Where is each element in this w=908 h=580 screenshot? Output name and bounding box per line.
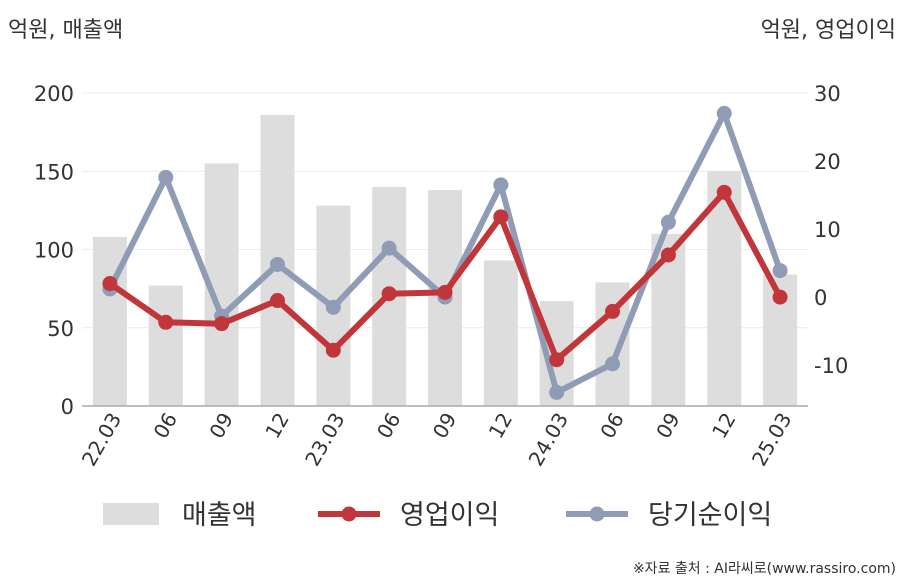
x-tick-5: 06 [372,409,406,443]
point-1-0 [102,276,118,292]
x-tick-9: 06 [595,409,629,443]
point-1-1 [158,314,174,330]
point-1-8 [549,352,565,368]
left-tick-3: 150 [34,160,74,184]
point-0-8 [549,384,565,400]
point-0-1 [158,169,174,185]
x-tick-6: 09 [428,409,462,443]
point-1-6 [437,284,453,300]
left-tick-0: 0 [61,395,74,419]
point-1-4 [325,342,341,358]
bar-1 [148,285,183,406]
legend-label-1: 영업이익 [400,500,499,531]
x-tick-7: 12 [484,409,518,443]
point-0-11 [716,105,732,121]
left-axis-unit-label: 억원, 매출액 [8,18,123,43]
right-tick-4: 30 [814,82,841,106]
point-0-9 [605,356,621,372]
point-1-10 [660,247,676,263]
point-0-7 [493,177,509,193]
line-series [102,105,788,400]
legend-swatch-dot-2 [589,506,605,522]
x-tick-8: 24.03 [524,409,573,471]
legend-swatch-0 [103,503,159,525]
line-series-1 [102,184,788,368]
left-tick-1: 50 [47,317,74,341]
source-note: ※자료 출처 : AI라씨로(www.rassiro.com) [633,561,896,577]
right-tick-1: 0 [814,286,827,310]
point-1-7 [493,209,509,225]
right-tick-0: -10 [814,354,848,378]
point-0-4 [325,299,341,315]
bar-series-revenue [92,114,798,406]
bar-7 [483,260,518,406]
right-axis-ticks: -10 0 10 20 30 [814,82,848,378]
x-tick-3: 12 [260,409,294,443]
point-0-5 [381,240,397,256]
right-tick-3: 20 [814,150,841,174]
x-tick-2: 09 [204,409,238,443]
legend-label-2: 당기순이익 [648,500,772,531]
x-tick-12: 25.03 [747,409,796,471]
left-tick-4: 200 [34,82,74,106]
point-0-10 [660,214,676,230]
point-0-12 [772,263,788,279]
left-tick-2: 100 [34,239,74,263]
point-1-9 [605,303,621,319]
point-1-2 [214,316,230,332]
legend-item-0: 매출액 [103,500,257,531]
right-tick-2: 10 [814,218,841,242]
x-tick-1: 06 [149,409,183,443]
point-1-3 [269,293,285,309]
point-1-11 [716,184,732,200]
legend: 매출액 영업이익 당기순이익 [103,500,772,531]
legend-item-2: 당기순이익 [566,500,772,531]
left-axis-ticks: 0 50 100 150 200 [34,82,74,419]
legend-swatch-dot-1 [341,506,357,522]
point-1-5 [381,286,397,302]
legend-item-1: 영업이익 [318,500,499,531]
x-axis-ticks: 22.03 06 09 12 23.03 06 09 12 24.03 06 09 12 25.03 [77,409,797,471]
right-axis-unit-label: 억원, 영업이익 [761,18,896,43]
legend-label-0: 매출액 [182,500,257,531]
point-0-3 [269,256,285,272]
x-tick-11: 12 [707,409,741,443]
x-tick-0: 22.03 [77,409,126,471]
x-tick-4: 23.03 [300,409,349,471]
point-1-12 [772,289,788,305]
x-tick-10: 09 [651,409,685,443]
